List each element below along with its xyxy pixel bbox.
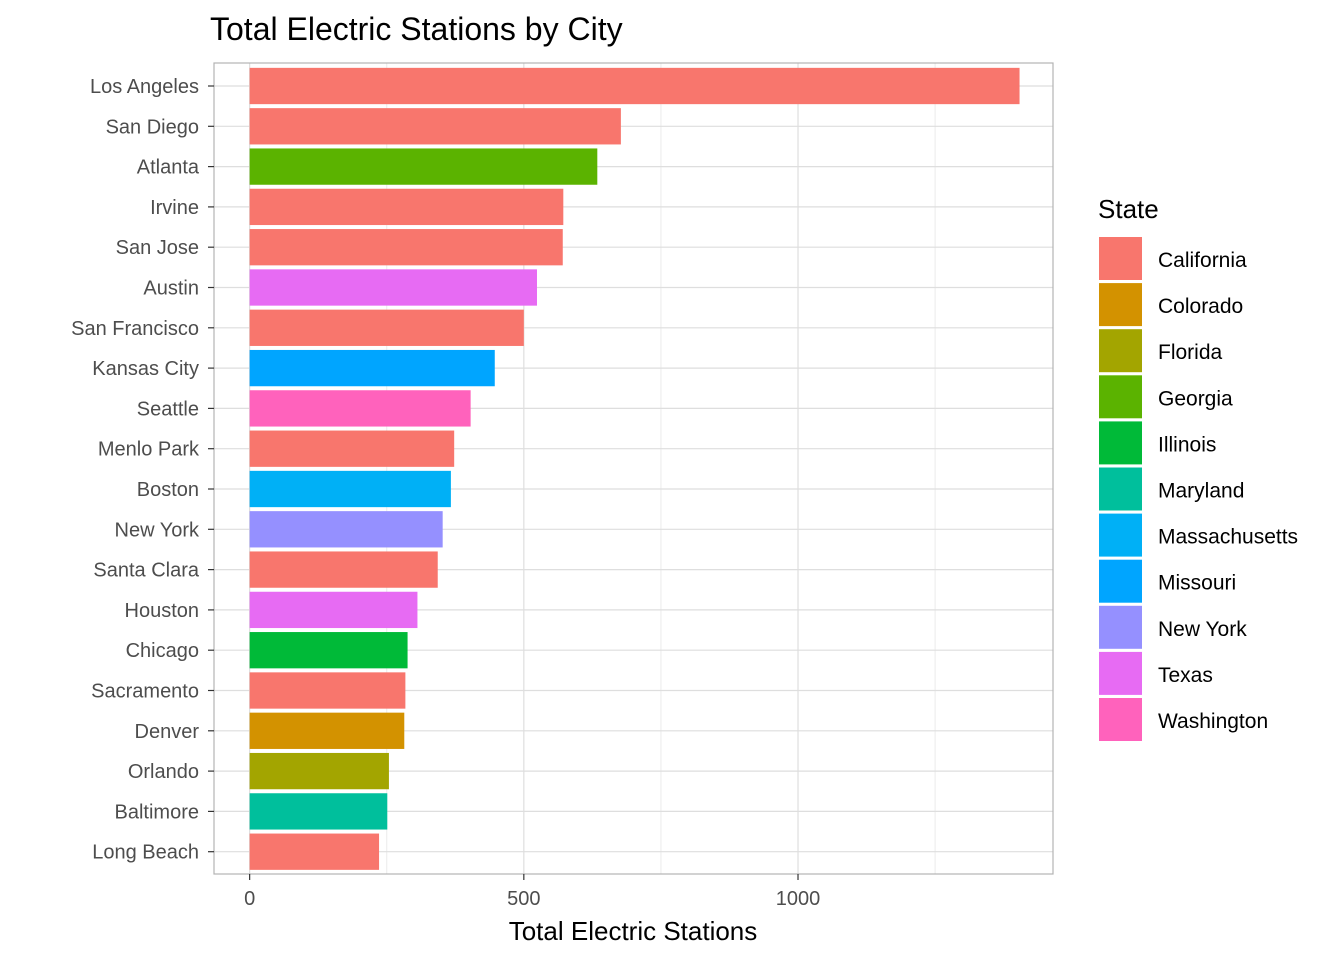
x-tick-label: 0 [244, 888, 255, 910]
y-tick-label: Kansas City [92, 358, 199, 380]
legend-label: Massachusetts [1158, 526, 1298, 549]
x-tick-label: 1000 [776, 888, 821, 910]
y-tick-label: Baltimore [115, 801, 199, 823]
panel-border [213, 62, 1054, 875]
bar [249, 833, 380, 870]
legend-swatch [1099, 375, 1142, 419]
x-axis-ticks: 0 500 1000 [244, 874, 820, 910]
y-tick-label: Chicago [126, 640, 199, 662]
y-tick-label: Boston [137, 479, 199, 501]
legend: California Colorado Florida Georgia Illinois… [1099, 237, 1298, 741]
legend-label: Colorado [1158, 295, 1243, 318]
bar [249, 551, 438, 588]
legend-swatch [1099, 329, 1142, 373]
bar [249, 229, 563, 266]
legend-label: Illinois [1158, 433, 1216, 456]
y-tick-label: Menlo Park [98, 439, 200, 461]
bar [249, 672, 406, 709]
bar [249, 390, 471, 427]
legend-label: Florida [1158, 341, 1223, 364]
bar [249, 349, 495, 387]
bar [249, 430, 455, 467]
legend-swatch [1099, 237, 1142, 280]
y-tick-label: Long Beach [92, 842, 199, 864]
legend-swatch [1099, 651, 1142, 695]
y-axis-ticks: Los Angeles San Diego Atlanta Irvine San Jos… [71, 76, 214, 864]
chart-title: Total Electric Stations by City [210, 11, 623, 47]
legend-label: Maryland [1158, 480, 1244, 503]
bar [249, 67, 1020, 105]
legend-swatch [1099, 513, 1142, 557]
y-tick-label: Irvine [150, 197, 199, 219]
legend-swatch [1099, 283, 1142, 327]
bar [249, 511, 443, 548]
y-tick-label: Houston [125, 600, 200, 622]
bar [249, 591, 418, 629]
legend-label: New York [1158, 618, 1247, 641]
legend-title: State [1098, 194, 1159, 224]
bar [249, 148, 598, 185]
bar [249, 470, 451, 508]
legend-label: California [1158, 249, 1247, 272]
y-tick-label: Atlanta [137, 157, 200, 179]
legend-swatch [1099, 421, 1142, 465]
legend-label: Washington [1158, 710, 1268, 733]
y-tick-label: Santa Clara [93, 560, 199, 582]
bar [249, 188, 564, 226]
y-tick-label: San Jose [116, 237, 199, 259]
legend-label: Georgia [1158, 387, 1233, 410]
bar [249, 752, 389, 790]
bar [249, 793, 388, 830]
bars [249, 67, 1020, 870]
bar [249, 632, 408, 669]
bar [249, 108, 621, 145]
legend-swatch [1099, 467, 1142, 511]
legend-swatch [1099, 605, 1142, 649]
y-tick-label: San Diego [106, 116, 199, 138]
y-tick-label: New York [115, 519, 200, 541]
x-axis-label: Total Electric Stations [509, 916, 758, 946]
y-tick-label: Sacramento [91, 681, 199, 703]
y-tick-label: Los Angeles [90, 76, 199, 98]
legend-label: Texas [1158, 664, 1213, 687]
y-tick-label: Seattle [137, 398, 199, 420]
x-tick-label: 500 [507, 888, 540, 910]
bar [249, 269, 537, 306]
bar [249, 309, 524, 346]
bar [249, 712, 405, 749]
y-tick-label: San Francisco [71, 318, 199, 340]
legend-swatch [1099, 698, 1142, 741]
y-tick-label: Austin [143, 278, 199, 300]
y-tick-label: Orlando [128, 761, 199, 783]
legend-label: Missouri [1158, 572, 1236, 595]
legend-swatch [1099, 559, 1142, 603]
y-tick-label: Denver [135, 721, 200, 743]
